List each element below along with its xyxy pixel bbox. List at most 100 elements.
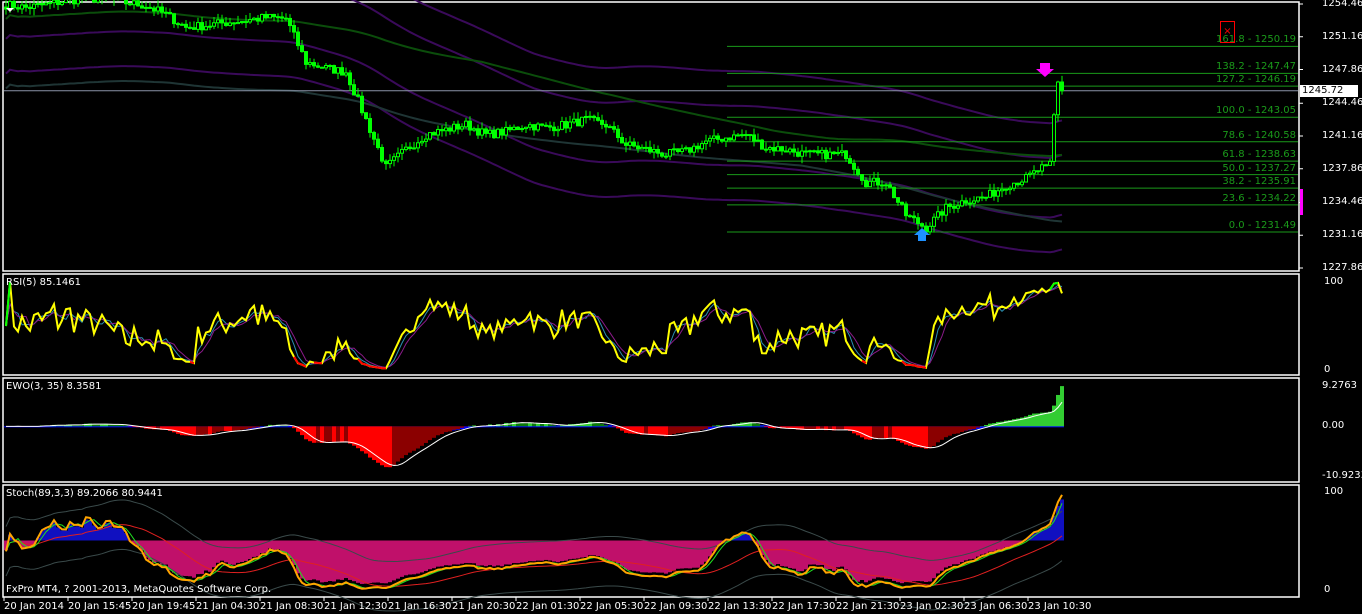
stoch-histogram-bar xyxy=(968,540,972,560)
envelope-line xyxy=(412,0,1063,125)
fib-label: 100.0 - 1243.05 xyxy=(1216,105,1296,117)
ewo-histogram-bar xyxy=(392,426,396,465)
fib-label: 78.6 - 1240.58 xyxy=(1222,129,1296,141)
candle-body xyxy=(704,140,708,145)
stoch-histogram-bar xyxy=(316,540,320,581)
stoch-histogram-bar xyxy=(220,540,224,561)
ewo-axis-label: -10.9233 xyxy=(1322,470,1362,481)
candle-body xyxy=(896,197,900,203)
ewo-histogram-bar xyxy=(696,426,700,432)
ewo-histogram-bar xyxy=(96,424,100,427)
ewo-histogram-bar xyxy=(888,426,892,439)
ewo-histogram-bar xyxy=(640,426,644,435)
ewo-histogram-bar xyxy=(584,422,588,427)
stoch-histogram-bar xyxy=(564,540,568,561)
candle-body xyxy=(608,126,612,129)
stoch-histogram-bar xyxy=(252,540,256,557)
candle-body xyxy=(148,6,152,9)
stoch-histogram-bar xyxy=(92,525,96,541)
candle-body xyxy=(416,142,420,149)
stoch-histogram-bar xyxy=(360,540,364,584)
ewo-title: EWO(3, 35) 8.3581 xyxy=(6,381,102,392)
candle-body xyxy=(1060,81,1064,92)
candle-body xyxy=(1044,164,1048,167)
candle-body xyxy=(492,129,496,139)
stoch-histogram-bar xyxy=(772,540,776,566)
candle-body xyxy=(332,65,336,74)
fib-label: 161.8 - 1250.19 xyxy=(1216,34,1296,46)
fib-label: 38.2 - 1235.91 xyxy=(1222,176,1296,188)
candle-body xyxy=(184,23,188,28)
ewo-histogram-bar xyxy=(660,426,664,436)
candle-body xyxy=(156,6,160,12)
stoch-histogram-bar xyxy=(412,540,416,575)
stoch-histogram-bar xyxy=(980,540,984,555)
ewo-blue-bar xyxy=(52,425,56,428)
candle-body xyxy=(516,126,520,131)
stoch-histogram-bar xyxy=(492,540,496,567)
ewo-histogram-bar xyxy=(704,426,708,429)
candle-body xyxy=(876,177,880,186)
stoch-histogram-bar xyxy=(620,540,624,567)
triangle-down-icon[interactable] xyxy=(6,8,14,12)
ewo-histogram-bar xyxy=(964,426,968,431)
stoch-histogram-bar xyxy=(704,540,708,562)
stoch-histogram-bar xyxy=(804,540,808,570)
time-axis-label: 20 Jan 15:45 xyxy=(68,601,132,612)
stoch-histogram-bar xyxy=(456,540,460,565)
stoch-histogram-bar xyxy=(640,540,644,573)
stoch-histogram-bar xyxy=(108,522,112,541)
ewo-histogram-bar xyxy=(1028,414,1032,427)
ewo-histogram-bar xyxy=(380,426,384,466)
price-axis-label: 1234.46 xyxy=(1322,196,1362,208)
price-axis-label: 1247.86 xyxy=(1322,63,1362,75)
ewo-histogram-bar xyxy=(600,423,604,427)
candle-body xyxy=(484,128,488,134)
ewo-histogram-bar xyxy=(1000,421,1004,427)
stoch-histogram-bar xyxy=(272,540,276,550)
ewo-histogram-bar xyxy=(988,423,992,427)
ewo-histogram-bar xyxy=(472,425,476,427)
rsi-axis-label: 0 xyxy=(1324,364,1331,375)
ewo-histogram-bar xyxy=(656,426,660,436)
stoch-histogram-bar xyxy=(264,540,268,553)
candle-body xyxy=(308,62,312,65)
ewo-histogram-bar xyxy=(972,426,976,430)
candle-body xyxy=(296,31,300,47)
stoch-histogram-bar xyxy=(920,540,924,582)
stoch-histogram-bar xyxy=(816,540,820,566)
ewo-histogram-bar xyxy=(968,426,972,430)
candle-body xyxy=(396,152,400,158)
candle-body xyxy=(752,134,756,142)
ewo-blue-bar xyxy=(44,426,48,428)
ewo-histogram-bar xyxy=(76,424,80,427)
candle-body xyxy=(228,22,232,26)
candle-body xyxy=(788,148,792,153)
stoch-histogram-bar xyxy=(124,533,128,541)
candle-body xyxy=(920,223,924,227)
ewo-histogram-bar xyxy=(856,426,860,436)
ewo-histogram-bar xyxy=(236,426,240,431)
candle-body xyxy=(532,124,536,131)
stoch-histogram-bar xyxy=(396,540,400,579)
stoch-histogram-bar xyxy=(596,540,600,557)
ewo-histogram-bar xyxy=(872,426,876,439)
stoch-histogram-bar xyxy=(52,522,56,541)
stoch-histogram-bar xyxy=(904,540,908,583)
ewo-histogram-bar xyxy=(904,426,908,445)
ewo-histogram-bar xyxy=(800,426,804,430)
panel-border-3 xyxy=(2,484,1300,598)
close-x-icon[interactable]: × xyxy=(1220,21,1235,43)
ewo-histogram-bar xyxy=(124,425,128,427)
candle-body xyxy=(656,148,660,154)
ewo-histogram-bar xyxy=(540,423,544,427)
candle-body xyxy=(568,121,572,129)
stoch-histogram-bar xyxy=(792,540,796,569)
stoch-histogram-bar xyxy=(876,540,880,578)
candle-body xyxy=(972,200,976,204)
stoch-histogram-bar xyxy=(4,540,8,551)
ewo-histogram-bar xyxy=(860,426,864,438)
candle-body xyxy=(272,13,276,18)
candle-body xyxy=(956,205,960,209)
